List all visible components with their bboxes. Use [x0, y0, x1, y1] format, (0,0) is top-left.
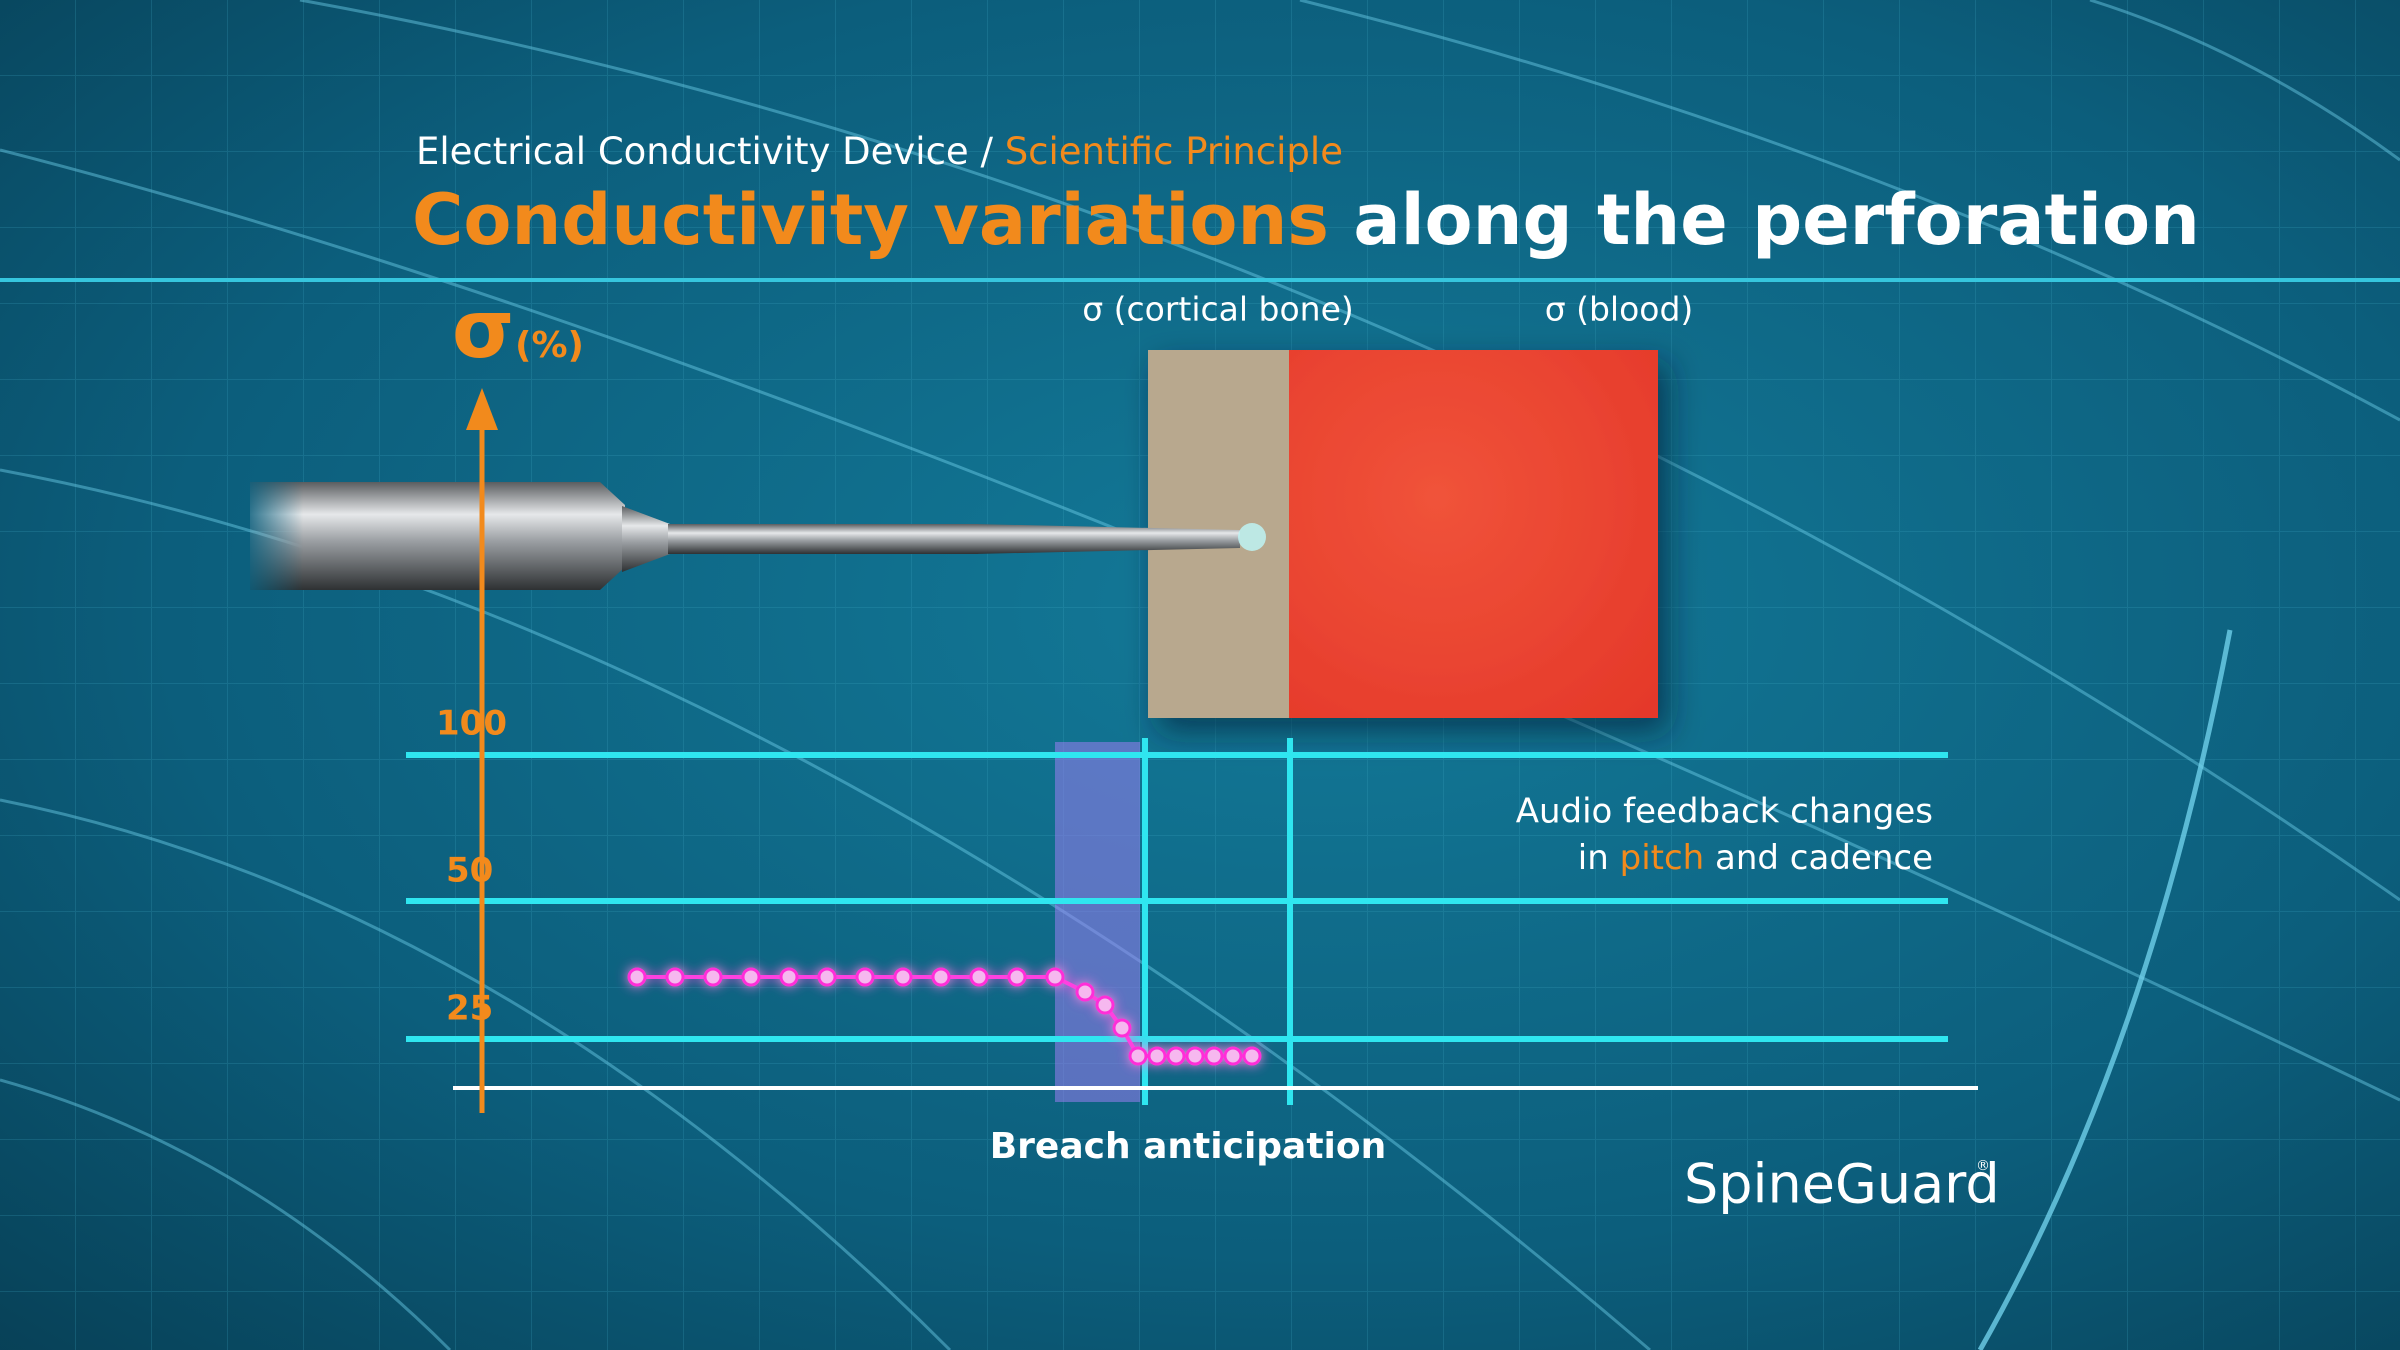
y-axis-arrow — [466, 388, 498, 430]
title: Conductivity variations along the perfor… — [412, 179, 2200, 261]
bone-label: σ (cortical bone) — [1082, 290, 1354, 329]
annotation-line: Audio feedback changes — [1516, 792, 1933, 832]
trace-point — [779, 967, 799, 987]
trace-point — [1204, 1046, 1224, 1066]
logo-mark: ® — [1976, 1158, 1990, 1174]
trace-point — [1242, 1046, 1262, 1066]
instrument-shaft — [622, 506, 1266, 572]
trace-point — [1185, 1046, 1205, 1066]
trace-point — [817, 967, 837, 987]
graph: 100 50 25 — [406, 388, 1978, 1113]
trace-point — [1223, 1046, 1243, 1066]
axis-unit: (%) — [515, 325, 584, 366]
tick-label: 25 — [446, 989, 493, 1029]
trace-point — [1128, 1046, 1148, 1066]
tick-label: 100 — [436, 704, 507, 744]
blood-label: σ (blood) — [1545, 290, 1694, 329]
trace-point — [703, 967, 723, 987]
level-lines — [406, 738, 1948, 1105]
breach-zone — [1055, 742, 1140, 1102]
trace-point — [1166, 1046, 1186, 1066]
logo: SpineGuard ® — [1684, 1153, 2000, 1216]
logo-text: SpineGuard — [1684, 1153, 2000, 1216]
trace-point — [1147, 1046, 1167, 1066]
trace-point — [1007, 967, 1027, 987]
caption: Breach anticipation — [990, 1126, 1387, 1167]
trace-point — [1075, 982, 1095, 1002]
trace-point — [1045, 967, 1065, 987]
trace-point — [969, 967, 989, 987]
breadcrumb: Electrical Conductivity Device / Scienti… — [416, 130, 1343, 173]
trace-point — [1112, 1018, 1132, 1038]
trace-point — [1095, 995, 1115, 1015]
trace-point — [627, 967, 647, 987]
trace-point — [855, 967, 875, 987]
conductivity-trace — [627, 967, 1262, 1066]
axis-symbol: σ — [452, 283, 514, 376]
trace-point — [741, 967, 761, 987]
trace-point — [931, 967, 951, 987]
annotation-line: in pitch and cadence — [1578, 838, 1933, 878]
trace-point — [893, 967, 913, 987]
trace-point — [665, 967, 685, 987]
tick-label: 50 — [446, 851, 493, 891]
instrument-handle — [250, 482, 625, 590]
blood-region — [1289, 350, 1658, 718]
